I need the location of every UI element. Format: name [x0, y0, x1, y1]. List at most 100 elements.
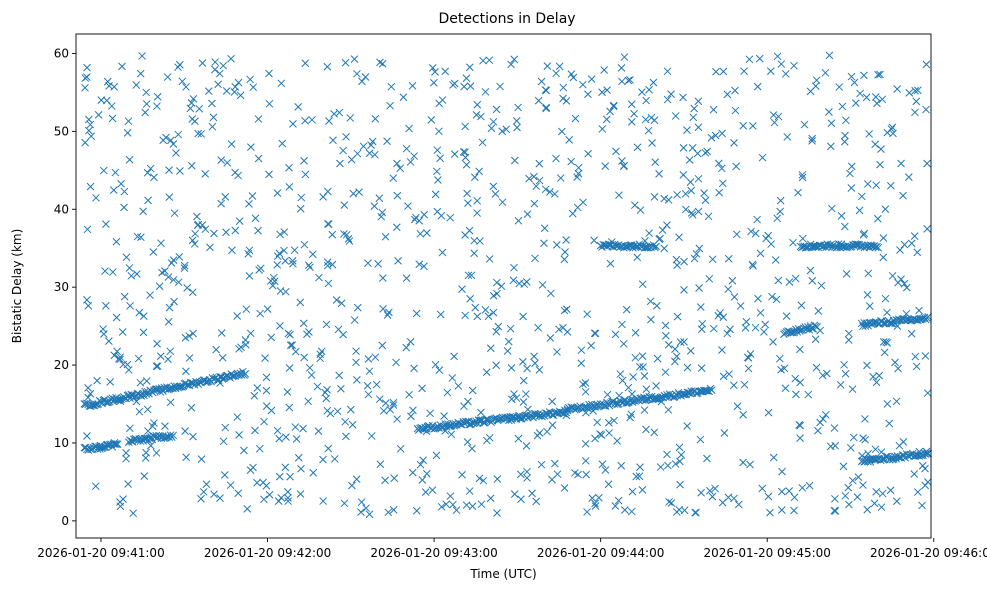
data-point: [116, 353, 125, 361]
data-point: [431, 190, 440, 199]
data-point: [230, 88, 239, 96]
data-point: [435, 127, 443, 136]
data-point: [704, 212, 713, 221]
data-point: [142, 100, 151, 108]
data-point: [85, 126, 93, 135]
data-point: [217, 199, 226, 208]
data-point: [489, 291, 498, 300]
data-point: [285, 364, 294, 372]
data-point: [429, 78, 438, 87]
data-point: [371, 353, 380, 362]
data-point: [493, 475, 502, 483]
data-point: [720, 429, 729, 437]
data-point: [579, 380, 587, 389]
data-point: [691, 508, 700, 517]
y-tick-label: 20: [54, 358, 69, 372]
data-point: [700, 189, 708, 197]
data-point: [642, 425, 650, 434]
data-point: [665, 498, 673, 506]
data-point: [883, 308, 891, 317]
data-point: [632, 472, 641, 481]
data-point: [492, 361, 501, 370]
data-point: [309, 468, 318, 477]
data-point: [199, 487, 208, 496]
data-point: [808, 137, 816, 145]
data-point: [123, 360, 132, 369]
data-point: [806, 266, 815, 275]
data-point: [282, 433, 290, 441]
data-point: [620, 506, 629, 514]
data-point: [234, 489, 243, 498]
data-point: [800, 120, 809, 129]
data-point: [725, 370, 733, 378]
data-point: [812, 76, 821, 85]
data-point: [719, 67, 728, 76]
data-point: [847, 72, 856, 81]
data-point: [323, 261, 332, 270]
data-point: [806, 87, 815, 96]
data-point: [603, 86, 611, 95]
y-tick-label: 60: [54, 46, 69, 60]
data-point: [510, 490, 519, 498]
data-point: [675, 457, 684, 466]
data-point: [552, 69, 560, 78]
data-point: [663, 221, 671, 229]
data-point: [175, 253, 184, 261]
data-point: [208, 99, 216, 108]
data-point: [598, 88, 606, 97]
data-point: [91, 482, 100, 491]
data-point: [325, 117, 333, 125]
data-point: [754, 294, 762, 303]
data-point: [285, 183, 294, 191]
data-point: [641, 115, 650, 124]
data-point: [734, 500, 743, 509]
chart-title: Detections in Delay: [438, 11, 575, 27]
data-point: [379, 274, 387, 282]
data-point: [707, 386, 716, 395]
data-point: [620, 53, 629, 61]
data-point: [546, 334, 555, 342]
data-point: [139, 312, 148, 320]
data-point: [617, 64, 626, 72]
data-point: [778, 467, 786, 476]
data-point: [548, 397, 557, 406]
data-point: [562, 236, 570, 244]
data-point: [904, 173, 913, 181]
data-point: [465, 226, 474, 235]
x-tick-label: 2026-01-20 09:41:00: [37, 546, 164, 560]
data-point: [681, 205, 690, 214]
data-point: [235, 344, 243, 353]
data-point: [183, 284, 191, 292]
data-point: [112, 440, 121, 448]
data-point: [92, 193, 100, 202]
data-point: [681, 189, 690, 198]
data-point: [296, 298, 305, 307]
data-point: [262, 373, 271, 382]
data-point: [236, 91, 245, 100]
data-point: [174, 130, 183, 139]
data-point: [785, 278, 794, 286]
data-point: [344, 235, 353, 243]
data-point: [552, 240, 561, 249]
data-point: [352, 358, 360, 367]
data-point: [679, 144, 688, 152]
data-point: [640, 372, 649, 380]
data-point: [155, 282, 164, 291]
data-point: [328, 260, 337, 269]
data-point: [463, 438, 472, 446]
data-point: [531, 359, 539, 368]
data-point: [122, 454, 130, 463]
data-point: [777, 506, 786, 514]
data-point: [626, 76, 634, 84]
data-point: [859, 481, 867, 489]
data-point: [235, 217, 244, 225]
data-point: [108, 268, 117, 276]
data-point: [163, 73, 172, 81]
data-point: [462, 160, 471, 169]
data-point: [431, 67, 439, 76]
data-point: [703, 454, 711, 463]
data-point: [591, 502, 600, 510]
data-point: [703, 147, 712, 156]
data-point: [255, 266, 263, 274]
data-point: [191, 229, 199, 238]
